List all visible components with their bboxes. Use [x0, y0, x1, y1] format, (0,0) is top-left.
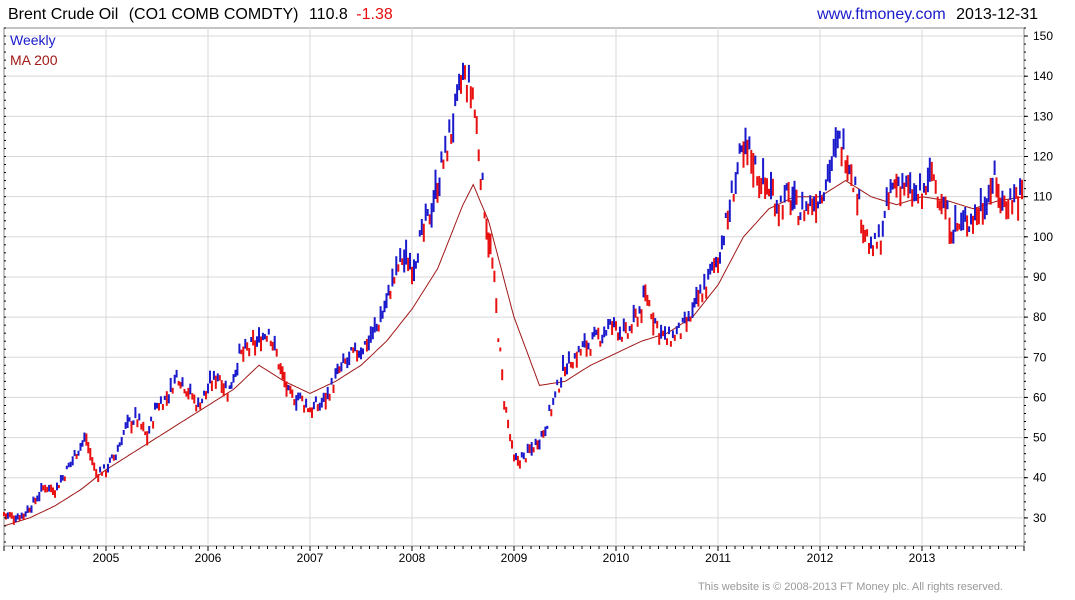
x-tick-label: 2009: [501, 551, 528, 565]
x-tick-label: 2010: [603, 551, 630, 565]
header-site-date: www.ftmoney.com 2013-12-31: [816, 6, 1038, 23]
header-date: 2013-12-31: [956, 6, 1038, 23]
ma200-line: [3, 180, 1025, 527]
x-tick-label: 2012: [807, 551, 834, 565]
x-tick-label: 2013: [909, 551, 936, 565]
legend-weekly: Weekly: [10, 32, 56, 48]
header-change: -1.38: [356, 6, 393, 23]
x-axis: 2005 2006 2007 2008 2009 2010 2011 2012 2013: [3, 27, 1025, 565]
price-bars-layer: [3, 62, 1023, 525]
grid-layer: [4, 28, 1024, 546]
header-instrument-name: Brent Crude Oil: [8, 6, 118, 23]
x-tick-label: 2007: [297, 551, 324, 565]
y-tick-label: 150: [1033, 29, 1053, 43]
x-tick-label: 2008: [399, 551, 426, 565]
header-symbol: (CO1 COMB COMDTY): [129, 6, 299, 23]
y-tick-label: 110: [1033, 190, 1052, 204]
y-tick-label: 40: [1033, 471, 1047, 485]
y-tick-label: 120: [1033, 149, 1053, 163]
y-tick-label: 100: [1033, 230, 1053, 244]
footer-copyright: This website is © 2008-2013 FT Money plc…: [698, 581, 1003, 593]
x-tick-label: 2005: [93, 551, 120, 565]
y-tick-label: 50: [1033, 431, 1047, 445]
y-axis: 30 40 50 60 70 80 90 100 110 120 130 140 150: [1024, 27, 1053, 543]
x-tick-label: 2006: [195, 551, 222, 565]
chart-legend: Weekly MA 200: [10, 32, 58, 68]
y-tick-label: 60: [1033, 390, 1047, 404]
y-tick-label: 90: [1033, 270, 1047, 284]
y-tick-label: 130: [1033, 109, 1053, 123]
y-tick-label: 30: [1033, 511, 1047, 525]
y-tick-label: 80: [1033, 310, 1047, 324]
x-tick-label: 2011: [705, 551, 731, 565]
ma-layer: [3, 180, 1025, 527]
y-tick-label: 70: [1033, 350, 1047, 364]
y-tick-label: 140: [1033, 69, 1053, 83]
header-last-price: 110.8: [309, 6, 348, 23]
header-site-link[interactable]: www.ftmoney.com: [816, 6, 946, 23]
legend-ma200: MA 200: [10, 52, 58, 68]
header-title: Brent Crude Oil (CO1 COMB COMDTY) 110.8 …: [8, 6, 393, 23]
chart-header: Brent Crude Oil (CO1 COMB COMDTY) 110.8 …: [8, 6, 1038, 23]
